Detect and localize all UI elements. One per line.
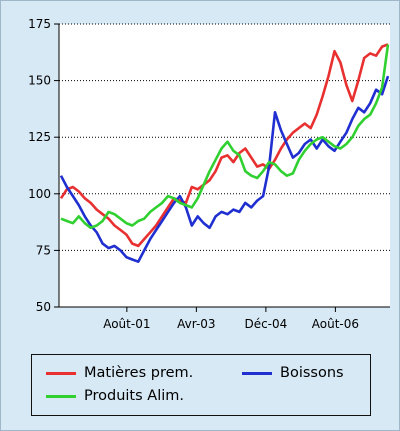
gridlines [59, 23, 390, 251]
chart-legend: Matières prem. Boissons Produits Alim. [31, 354, 371, 416]
x-tick-label: Avr-03 [177, 317, 215, 331]
y-tick-label: 100 [28, 187, 51, 201]
legend-item-produits: Produits Alim. [46, 388, 184, 404]
series-line-2 [59, 75, 390, 264]
legend-swatch-boissons [242, 371, 272, 375]
plot-area [59, 24, 390, 307]
series-line-3 [60, 44, 390, 230]
series-line-1 [59, 43, 389, 248]
y-tick-label: 75 [36, 243, 51, 257]
legend-item-matieres: Matières prem. [46, 365, 193, 381]
legend-label-boissons: Boissons [280, 365, 344, 381]
x-tick-label: Août-01 [103, 317, 150, 331]
x-tick-label: Août-06 [312, 317, 359, 331]
legend-label-produits: Produits Alim. [84, 388, 184, 404]
legend-swatch-matieres [46, 371, 76, 375]
legend-item-boissons: Boissons [242, 365, 344, 381]
y-tick-label: 125 [28, 130, 51, 144]
legend-label-matieres: Matières prem. [84, 365, 194, 381]
x-axis-ticks: Août-01 Avr-03 Déc-04 Août-06 [103, 307, 359, 331]
y-tick-label: 175 [28, 17, 51, 31]
legend-swatch-produits [46, 394, 76, 398]
y-axis-ticks: 50 75 100 125 150 175 [28, 17, 59, 314]
y-tick-label: 50 [36, 300, 51, 314]
x-tick-label: Déc-04 [244, 317, 287, 331]
series-lines [59, 43, 390, 264]
y-tick-label: 150 [28, 74, 51, 88]
